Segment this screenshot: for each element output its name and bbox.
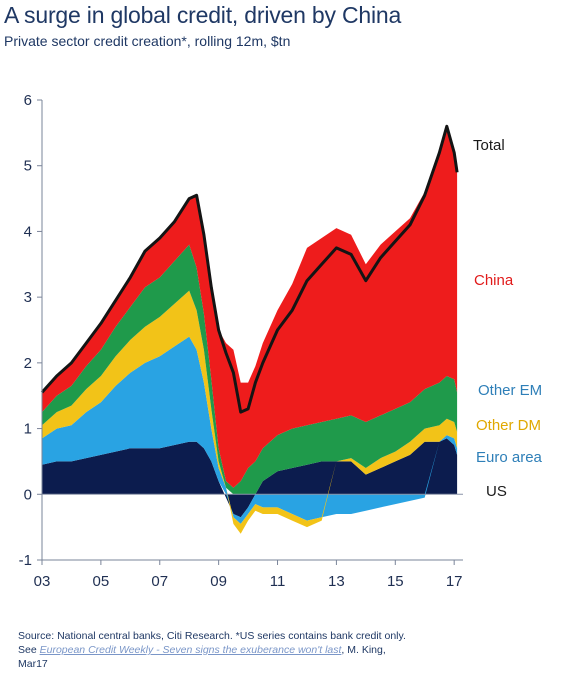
x-tick-label: 15	[387, 573, 404, 590]
x-tick-label: 17	[446, 573, 463, 590]
series-label-us: US	[486, 483, 507, 500]
see-line: See European Credit Weekly - Seven signs…	[18, 643, 548, 657]
author-text: , M. King,	[341, 644, 386, 656]
y-tick-label: 2	[24, 355, 32, 372]
total-line	[40, 124, 459, 414]
x-tick-label: 05	[93, 573, 110, 590]
series-label-total: Total	[473, 137, 505, 154]
series-area-other-em	[42, 244, 458, 495]
see-text: See	[18, 644, 37, 656]
x-tick-label: 07	[151, 573, 168, 590]
series-area-other-dm	[42, 290, 458, 534]
series-area-china	[42, 126, 458, 488]
report-link[interactable]: European Credit Weekly - Seven signs the…	[39, 644, 342, 656]
source-line: Source: National central banks, Citi Res…	[18, 630, 406, 642]
y-tick-label: -1	[19, 552, 32, 569]
x-tick-label: 09	[210, 573, 227, 590]
y-tick-label: 3	[24, 289, 32, 306]
chart-subtitle: Private sector credit creation*, rolling…	[4, 33, 291, 49]
series-label-other-em: Other EM	[478, 382, 542, 399]
y-tick-label: 6	[24, 92, 32, 109]
source-note: Source: National central banks, Citi Res…	[18, 629, 548, 671]
x-tick-label: 13	[328, 573, 345, 590]
x-tick-label: 11	[270, 573, 286, 590]
series-area-euro-area	[42, 336, 458, 524]
x-tick-label: 03	[34, 573, 51, 590]
y-tick-label: 1	[24, 421, 32, 438]
y-tick-label: 0	[24, 486, 32, 503]
y-tick-label: 4	[24, 223, 32, 240]
y-tick-label: 5	[24, 158, 32, 175]
date-line: Mar17	[18, 658, 48, 670]
series-label-other-dm: Other DM	[476, 417, 541, 434]
credit-area-chart: -1 0 1 2 3 4 5 6 03 05 07 09 11 13 15 17 Total China Other…	[19, 92, 543, 590]
series-label-china: China	[474, 272, 514, 289]
series-label-euro-area: Euro area	[476, 449, 543, 466]
chart-title: A surge in global credit, driven by Chin…	[4, 2, 402, 28]
series-area-us	[42, 438, 458, 518]
